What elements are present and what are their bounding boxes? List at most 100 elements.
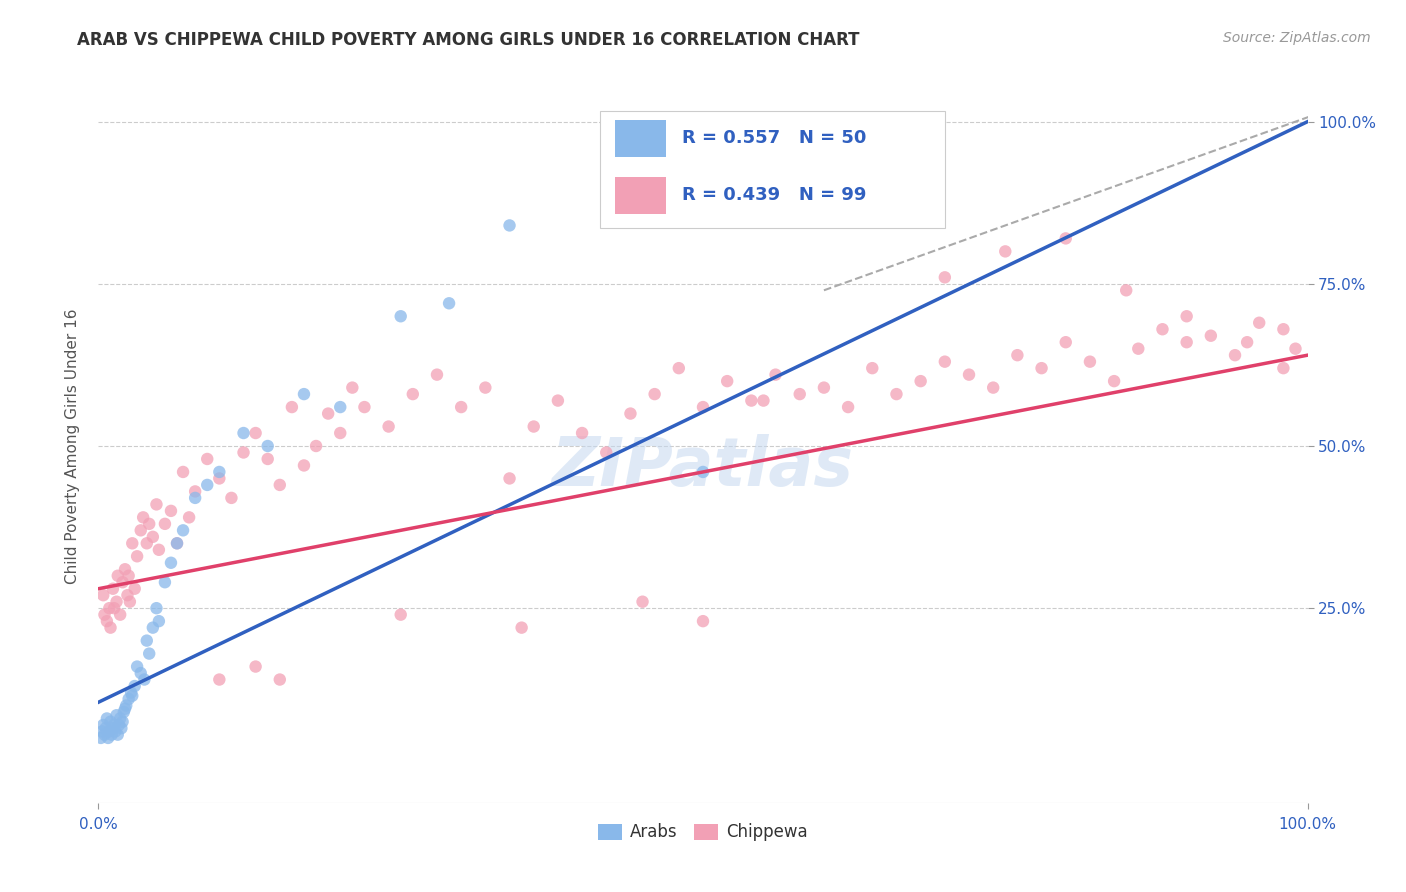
FancyBboxPatch shape bbox=[600, 111, 945, 228]
Point bbox=[184, 484, 207, 499]
Point bbox=[1199, 328, 1222, 343]
Point bbox=[195, 478, 218, 492]
Point bbox=[245, 659, 267, 673]
Point bbox=[389, 607, 412, 622]
Point bbox=[692, 400, 714, 414]
Y-axis label: Child Poverty Among Girls Under 16: Child Poverty Among Girls Under 16 bbox=[65, 309, 80, 583]
Point bbox=[135, 633, 157, 648]
Point bbox=[142, 530, 165, 544]
Point bbox=[934, 354, 956, 368]
Point bbox=[886, 387, 908, 401]
Point bbox=[631, 595, 654, 609]
Point bbox=[402, 387, 425, 401]
Point bbox=[111, 714, 134, 729]
Point bbox=[142, 621, 165, 635]
Point bbox=[860, 361, 883, 376]
Point bbox=[256, 452, 278, 467]
Point bbox=[208, 471, 231, 485]
Point bbox=[934, 270, 956, 285]
Point bbox=[148, 614, 170, 628]
Point bbox=[498, 219, 520, 233]
Point bbox=[145, 601, 167, 615]
Point bbox=[329, 425, 352, 440]
Point bbox=[93, 607, 115, 622]
Point bbox=[716, 374, 738, 388]
Point bbox=[179, 510, 201, 524]
Point bbox=[120, 685, 142, 699]
Point bbox=[510, 621, 533, 635]
Point bbox=[232, 425, 254, 440]
Point bbox=[1031, 361, 1053, 376]
Point bbox=[100, 621, 122, 635]
Point bbox=[329, 400, 352, 414]
Point bbox=[994, 244, 1017, 259]
Point bbox=[316, 407, 339, 421]
Point bbox=[115, 698, 138, 713]
Point bbox=[153, 575, 176, 590]
Point bbox=[107, 568, 129, 582]
Point bbox=[121, 689, 143, 703]
Point bbox=[91, 724, 114, 739]
Point bbox=[145, 497, 167, 511]
Point bbox=[547, 393, 569, 408]
Point bbox=[765, 368, 787, 382]
Point bbox=[96, 711, 118, 725]
Point bbox=[98, 601, 121, 615]
Point bbox=[166, 536, 188, 550]
Text: ZIPatlas: ZIPatlas bbox=[553, 434, 853, 500]
Point bbox=[837, 400, 859, 414]
Point bbox=[105, 708, 128, 723]
Point bbox=[221, 491, 243, 505]
Point bbox=[97, 731, 120, 745]
Point bbox=[129, 524, 152, 538]
Point bbox=[450, 400, 472, 414]
Point bbox=[172, 465, 194, 479]
Point bbox=[474, 381, 496, 395]
Point bbox=[232, 445, 254, 459]
Point bbox=[132, 510, 155, 524]
Point bbox=[108, 718, 131, 732]
Legend: Arabs, Chippewa: Arabs, Chippewa bbox=[592, 817, 814, 848]
Point bbox=[292, 387, 315, 401]
Point bbox=[668, 361, 690, 376]
Point bbox=[91, 588, 114, 602]
Point bbox=[103, 718, 125, 732]
Point bbox=[93, 728, 115, 742]
Point bbox=[1249, 316, 1271, 330]
Point bbox=[389, 310, 412, 324]
Point bbox=[195, 452, 218, 467]
Point bbox=[292, 458, 315, 473]
Point bbox=[269, 478, 291, 492]
Point bbox=[96, 614, 118, 628]
Point bbox=[1102, 374, 1125, 388]
Point bbox=[124, 679, 146, 693]
Point bbox=[134, 673, 156, 687]
Point bbox=[1236, 335, 1258, 350]
FancyBboxPatch shape bbox=[614, 120, 665, 157]
Point bbox=[910, 374, 932, 388]
Point bbox=[437, 296, 460, 310]
Point bbox=[619, 407, 641, 421]
FancyBboxPatch shape bbox=[614, 177, 665, 214]
Point bbox=[1223, 348, 1246, 362]
Point bbox=[172, 524, 194, 538]
Point bbox=[138, 516, 160, 531]
Point bbox=[789, 387, 811, 401]
Point bbox=[105, 595, 128, 609]
Point bbox=[118, 568, 141, 582]
Point bbox=[101, 582, 124, 596]
Point bbox=[813, 381, 835, 395]
Point bbox=[108, 711, 131, 725]
Point bbox=[103, 601, 125, 615]
Point bbox=[1152, 322, 1174, 336]
Point bbox=[498, 471, 520, 485]
Point bbox=[1175, 335, 1198, 350]
Point bbox=[118, 692, 141, 706]
Point bbox=[256, 439, 278, 453]
Point bbox=[108, 607, 131, 622]
Point bbox=[571, 425, 593, 440]
Point bbox=[353, 400, 375, 414]
Point bbox=[305, 439, 328, 453]
Point bbox=[127, 659, 149, 673]
Point bbox=[981, 381, 1004, 395]
